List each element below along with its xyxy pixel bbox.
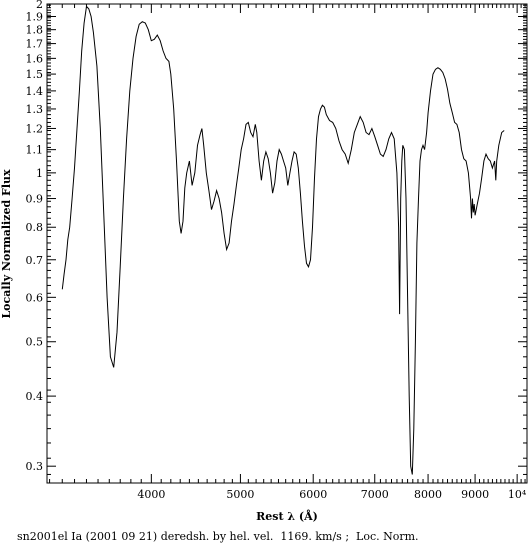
y-tick-label: 0.4: [26, 390, 44, 403]
y-tick-label: 0.8: [26, 221, 44, 234]
y-tick-label: 1.1: [26, 144, 44, 157]
x-tick-label: 6000: [299, 488, 327, 501]
y-tick-label: 1.4: [26, 85, 44, 98]
x-tick-label: 5000: [226, 488, 254, 501]
y-tick-label: 0.3: [26, 460, 44, 473]
y-tick-label: 1.7: [26, 38, 44, 51]
plot-frame: [46, 3, 528, 484]
x-tick-label: 10⁴: [508, 488, 527, 501]
caption: sn2001el Ia (2001 09 21) deredsh. by hel…: [17, 530, 419, 543]
y-tick-label: 1.8: [26, 24, 44, 37]
y-tick-label: 1.6: [26, 52, 44, 65]
y-tick-label: 1.9: [26, 10, 44, 23]
y-tick-label: 1.5: [26, 68, 44, 81]
x-tick-label: 9000: [461, 488, 489, 501]
x-axis-label: Rest λ (Å): [256, 509, 318, 523]
axis-ticks: [47, 3, 527, 483]
y-tick-label: 0.5: [26, 336, 44, 349]
x-tick-label: 4000: [137, 488, 165, 501]
y-tick-label: 0.6: [26, 291, 44, 304]
y-tick-labels: 0.3 0.4 0.5 0.6 0.7 0.8 0.9 1 1.1 1.2 1.3 1.4 1.5 1.6…: [26, 0, 44, 473]
y-tick-label: 2: [36, 0, 43, 11]
y-tick-label: 1: [36, 167, 43, 180]
y-tick-label: 1.3: [26, 103, 44, 116]
x-tick-label: 8000: [414, 488, 442, 501]
x-tick-labels: 4000 5000 6000 7000 8000 9000 10⁴: [137, 488, 527, 501]
spectrum-line: [61, 5, 505, 475]
x-tick-label: 7000: [361, 488, 389, 501]
y-tick-label: 0.9: [26, 193, 44, 206]
y-tick-label: 1.2: [26, 122, 44, 135]
y-tick-label: 0.7: [26, 254, 44, 267]
y-axis-label: Locally Normalized Flux: [0, 169, 13, 319]
